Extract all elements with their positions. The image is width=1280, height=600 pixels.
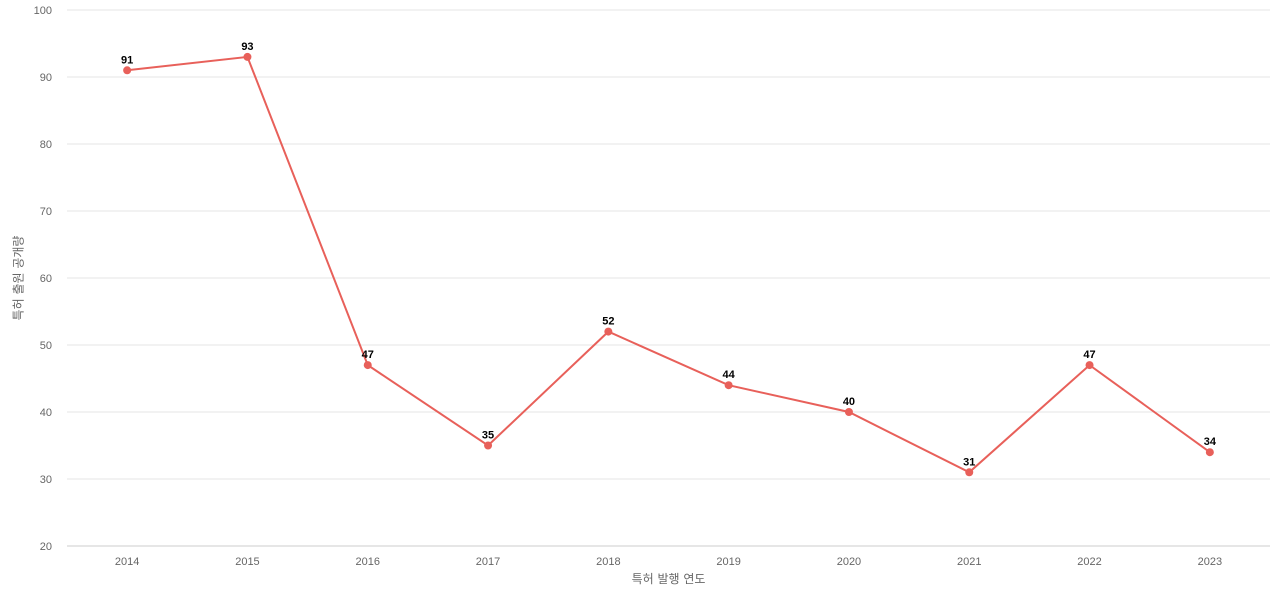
y-tick-60: 60 <box>40 273 52 285</box>
data-point-2019 <box>724 381 733 390</box>
x-tick-2019: 2019 <box>716 556 740 568</box>
data-label-2021: 31 <box>963 456 975 468</box>
data-point-2023 <box>1205 448 1214 457</box>
y-tick-80: 80 <box>40 139 52 151</box>
y-tick-100: 100 <box>34 5 52 17</box>
x-tick-2017: 2017 <box>476 556 500 568</box>
data-label-2017: 35 <box>482 430 494 442</box>
data-label-2014: 91 <box>121 54 133 66</box>
y-tick-labels: 20 30 40 50 60 70 80 90 100 <box>34 5 52 553</box>
y-tick-20: 20 <box>40 541 52 553</box>
x-tick-2021: 2021 <box>957 556 981 568</box>
x-tick-2016: 2016 <box>356 556 380 568</box>
data-point-2021 <box>965 468 974 477</box>
x-tick-labels: 2014 2015 2016 2017 2018 2019 2020 2021 2022 2023 <box>115 556 1222 568</box>
data-point-2018 <box>604 327 613 336</box>
data-point-2016 <box>363 361 372 370</box>
y-axis-title: 특허 출원 공개량 <box>12 236 26 321</box>
data-labels: 91 93 47 35 52 44 40 31 47 34 <box>121 41 1217 468</box>
y-tick-40: 40 <box>40 407 52 419</box>
x-tick-2020: 2020 <box>837 556 861 568</box>
x-tick-2018: 2018 <box>596 556 620 568</box>
data-point-2020 <box>844 408 853 416</box>
data-point-2014 <box>123 66 132 75</box>
y-gridlines <box>67 9 1270 480</box>
data-label-2022: 47 <box>1083 349 1095 361</box>
data-points <box>123 52 1214 477</box>
data-label-2015: 93 <box>241 41 253 53</box>
x-tick-2023: 2023 <box>1198 556 1222 568</box>
x-tick-2022: 2022 <box>1077 556 1101 568</box>
data-label-2016: 47 <box>362 349 374 361</box>
y-tick-90: 90 <box>40 72 52 84</box>
y-tick-30: 30 <box>40 474 52 486</box>
x-tick-2014: 2014 <box>115 556 139 568</box>
data-label-2020: 40 <box>843 396 855 408</box>
data-label-2023: 34 <box>1204 436 1217 448</box>
series-line <box>127 55 1211 474</box>
data-point-2022 <box>1085 361 1094 370</box>
y-tick-50: 50 <box>40 340 52 352</box>
data-point-2015 <box>243 52 252 61</box>
data-label-2019: 44 <box>723 369 736 381</box>
x-tick-2015: 2015 <box>235 556 259 568</box>
y-tick-70: 70 <box>40 206 52 218</box>
x-axis-title: 특허 발행 연도 <box>632 571 706 586</box>
data-point-2017 <box>484 441 493 450</box>
data-label-2018: 52 <box>602 316 614 328</box>
